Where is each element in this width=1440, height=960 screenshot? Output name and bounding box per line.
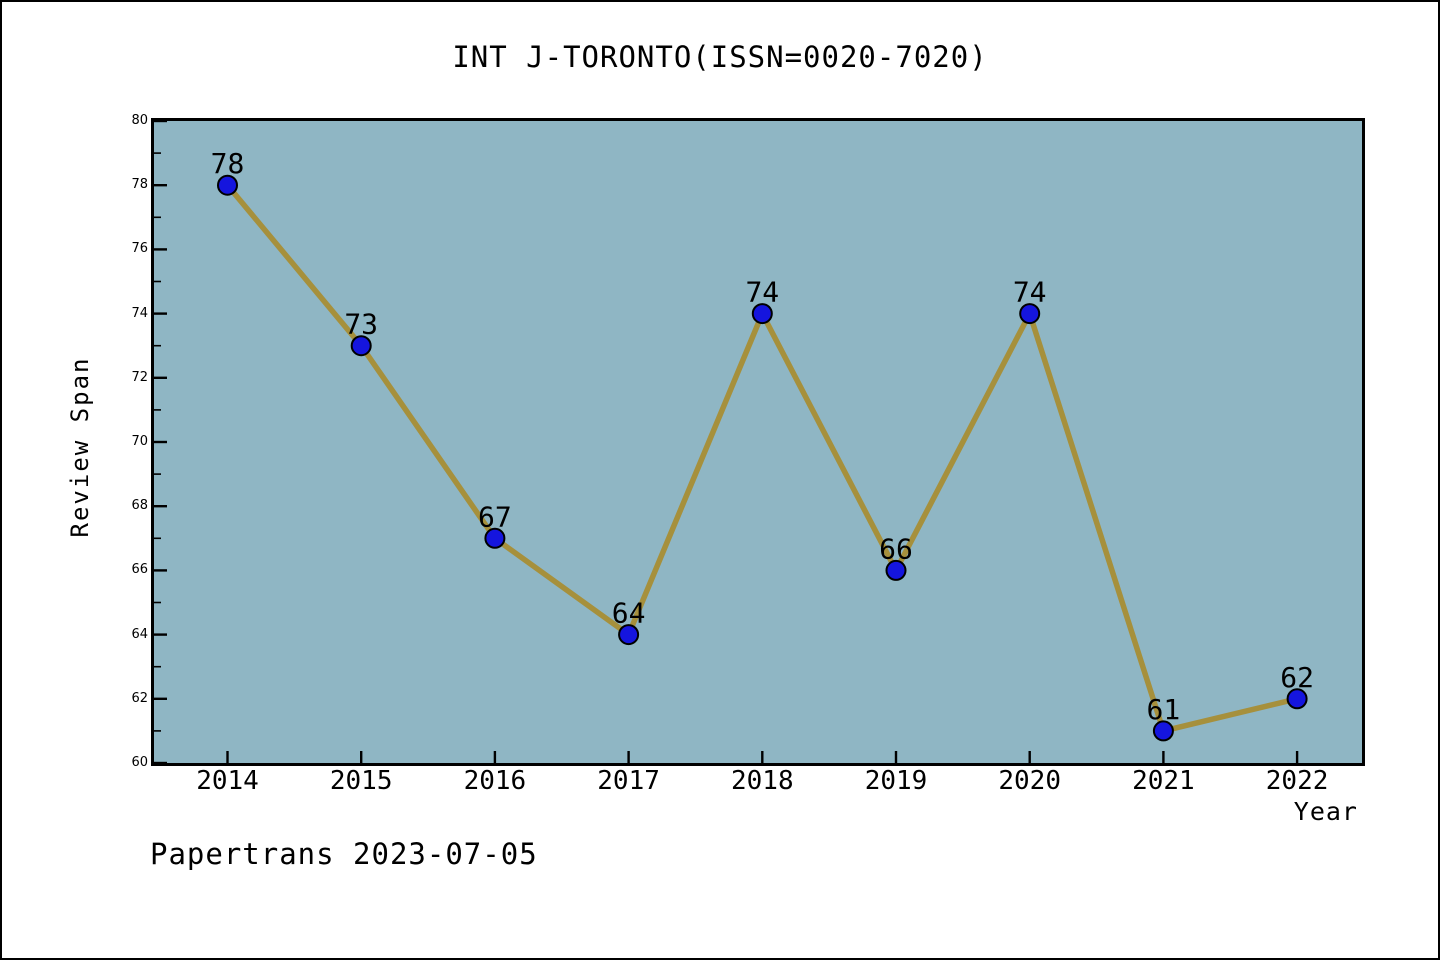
plot-svg: 78 73 67 64 74 66 74 61 62 (154, 121, 1314, 763)
data-point-label: 62 (1280, 661, 1314, 694)
y-tick-label: 76 (131, 241, 148, 257)
y-tick-label: 72 (131, 370, 148, 386)
data-point (217, 174, 238, 196)
x-tick-label: 2021 (1132, 766, 1195, 796)
y-axis-tick-labels: 60 62 64 66 68 70 72 74 76 78 80 (2, 114, 148, 769)
data-point (1286, 688, 1308, 710)
y-tick-label: 80 (131, 113, 148, 129)
data-point-label: 74 (745, 276, 779, 309)
y-tick-label: 78 (131, 177, 148, 193)
data-point-label: 78 (211, 147, 245, 180)
y-tick-label: 66 (131, 562, 148, 578)
y-tick-label: 74 (131, 305, 148, 321)
x-tick-label: 2022 (1265, 766, 1329, 796)
x-tick-label: 2017 (597, 766, 660, 796)
y-tick-label: 62 (131, 691, 148, 707)
x-tick-label: 2019 (864, 766, 928, 796)
x-tick-label: 2014 (196, 766, 259, 796)
x-tick-label: 2015 (329, 766, 393, 796)
data-point (1152, 720, 1174, 742)
data-point-label: 73 (344, 308, 378, 341)
x-axis-tick-labels: 2014 2015 2016 2017 2018 2019 2020 2021 2022 (154, 766, 1362, 806)
data-point-label: 66 (879, 532, 913, 565)
y-axis-label: Review Span (66, 356, 94, 538)
data-point-label: 64 (612, 597, 646, 630)
y-tick-label: 70 (131, 434, 148, 450)
x-tick-label: 2018 (730, 766, 794, 796)
y-tick-label: 64 (131, 626, 148, 642)
y-tick-label: 60 (131, 755, 148, 771)
data-point (885, 559, 907, 581)
data-point (1019, 303, 1041, 325)
chart-title: INT J-TORONTO(ISSN=0020-7020) (452, 40, 988, 74)
data-line (224, 182, 1300, 734)
data-point-label: 74 (1013, 276, 1047, 309)
plot-area: 78 73 67 64 74 66 74 61 62 (151, 118, 1365, 766)
data-point-label: 67 (478, 500, 512, 533)
caption: Papertrans 2023-07-05 (150, 837, 538, 871)
data-point (751, 303, 773, 325)
y-tick-label: 68 (131, 498, 148, 514)
x-axis-label: Year (1293, 797, 1358, 826)
x-tick-label: 2020 (998, 766, 1061, 796)
data-point (618, 624, 640, 646)
data-point (484, 527, 506, 549)
data-point-label: 61 (1147, 693, 1181, 726)
x-tick-label: 2016 (463, 766, 527, 796)
data-point (350, 335, 372, 357)
